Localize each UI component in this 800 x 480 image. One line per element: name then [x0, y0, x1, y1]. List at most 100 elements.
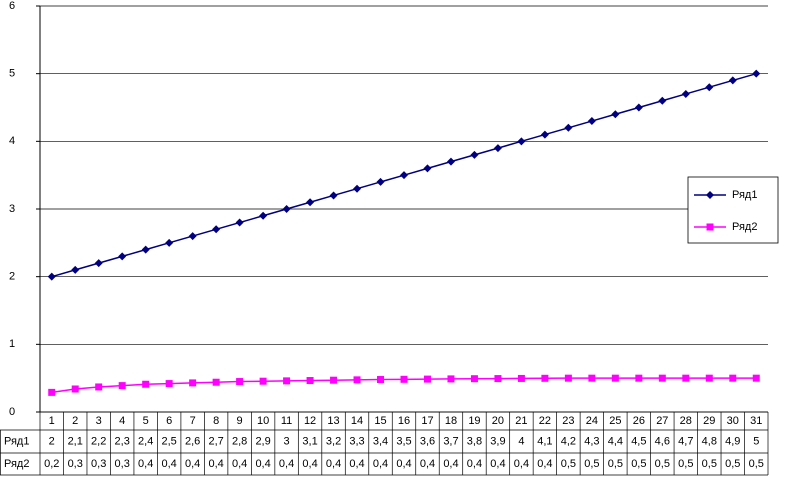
marker — [188, 232, 197, 241]
table-value: 2,9 — [255, 435, 270, 447]
table-value: 0,4 — [326, 458, 341, 470]
marker — [423, 375, 431, 383]
legend-label: Ряд2 — [732, 221, 757, 233]
marker — [329, 191, 338, 200]
x-tick-label: 1 — [49, 415, 55, 427]
x-tick-label: 8 — [213, 415, 219, 427]
table-value: 0,3 — [68, 458, 83, 470]
table-value: 0,5 — [702, 458, 717, 470]
marker — [658, 374, 666, 382]
table-value: 0,4 — [185, 458, 200, 470]
y-tick-label: 2 — [9, 271, 15, 283]
table-value: 2,1 — [68, 435, 83, 447]
y-tick-label: 5 — [9, 68, 15, 80]
table-value: 0,5 — [584, 458, 599, 470]
marker — [48, 388, 56, 396]
x-tick-label: 2 — [72, 415, 78, 427]
x-tick-label: 17 — [421, 415, 433, 427]
table-value: 3,7 — [443, 435, 458, 447]
row-header: Ряд1 — [4, 435, 29, 447]
x-tick-label: 21 — [515, 415, 527, 427]
marker — [71, 265, 80, 274]
marker — [165, 380, 173, 388]
marker — [470, 375, 478, 383]
marker — [493, 144, 502, 153]
table-value: 0,4 — [514, 458, 529, 470]
marker — [47, 272, 56, 281]
table-value: 0,4 — [373, 458, 388, 470]
table-value: 2,6 — [185, 435, 200, 447]
table-value: 4,4 — [608, 435, 623, 447]
table-value: 3,3 — [349, 435, 364, 447]
marker — [635, 374, 643, 382]
marker — [71, 385, 79, 393]
table-value: 0,5 — [725, 458, 740, 470]
table-value: 3,9 — [490, 435, 505, 447]
y-tick-label: 0 — [9, 406, 15, 418]
table-value: 4,6 — [655, 435, 670, 447]
table-value: 0,3 — [91, 458, 106, 470]
y-tick-label: 1 — [9, 338, 15, 350]
marker — [611, 110, 620, 119]
x-tick-label: 22 — [539, 415, 551, 427]
y-tick-label: 3 — [9, 203, 15, 215]
table-value: 4,2 — [561, 435, 576, 447]
x-tick-label: 11 — [281, 415, 292, 427]
table-value: 0,4 — [232, 458, 247, 470]
marker — [588, 374, 596, 382]
marker — [681, 89, 690, 98]
row-header: Ряд2 — [4, 458, 29, 470]
x-tick-label: 7 — [190, 415, 196, 427]
marker — [752, 69, 761, 78]
marker — [189, 379, 197, 387]
table-value: 4,9 — [725, 435, 740, 447]
marker — [212, 225, 221, 234]
x-tick-label: 23 — [562, 415, 574, 427]
marker — [376, 177, 385, 186]
table-value: 4,8 — [702, 435, 717, 447]
marker — [142, 380, 150, 388]
marker — [494, 375, 502, 383]
marker — [353, 184, 362, 193]
x-tick-label: 25 — [609, 415, 621, 427]
marker — [282, 205, 291, 213]
marker — [634, 103, 643, 112]
x-tick-label: 6 — [166, 415, 172, 427]
x-tick-label: 31 — [750, 415, 762, 427]
marker — [259, 377, 267, 385]
marker — [682, 374, 690, 382]
table-value: 0,4 — [349, 458, 364, 470]
table-value: 0,4 — [490, 458, 505, 470]
marker — [517, 137, 526, 146]
table-value: 0,4 — [279, 458, 294, 470]
marker — [611, 374, 619, 382]
marker — [353, 376, 361, 384]
x-tick-label: 4 — [119, 415, 125, 427]
marker — [541, 374, 549, 382]
table-value: 0,5 — [749, 458, 764, 470]
marker — [236, 378, 244, 386]
marker — [446, 157, 455, 166]
marker — [95, 383, 103, 391]
x-tick-label: 15 — [374, 415, 386, 427]
marker — [165, 238, 174, 247]
table-value: 2,7 — [208, 435, 223, 447]
table-value: 3,8 — [467, 435, 482, 447]
marker — [118, 252, 127, 261]
table-value: 3,1 — [302, 435, 317, 447]
table-value: 2,2 — [91, 435, 106, 447]
x-tick-label: 29 — [703, 415, 715, 427]
marker — [705, 83, 714, 92]
marker — [658, 96, 667, 105]
x-tick-label: 19 — [468, 415, 480, 427]
table-value: 3,2 — [326, 435, 341, 447]
marker — [540, 130, 549, 139]
x-tick-label: 27 — [656, 415, 668, 427]
x-tick-label: 12 — [304, 415, 316, 427]
marker — [141, 245, 150, 254]
table-value: 0,4 — [537, 458, 552, 470]
table-value: 2,3 — [115, 435, 130, 447]
table-value: 2 — [49, 435, 55, 447]
x-tick-label: 3 — [96, 415, 102, 427]
